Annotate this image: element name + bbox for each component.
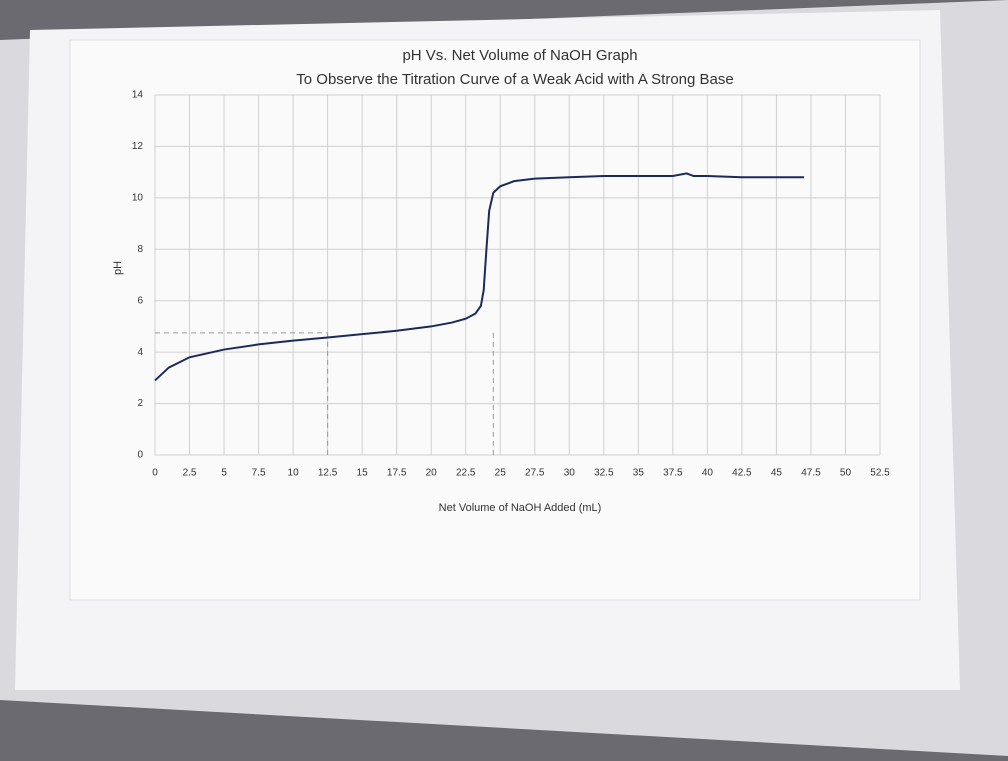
x-tick-label: 40 xyxy=(702,468,714,479)
x-tick-label: 20 xyxy=(426,468,438,479)
y-tick-label: 2 xyxy=(137,398,143,409)
y-axis-title: pH xyxy=(112,261,124,275)
data-line xyxy=(154,172,805,382)
x-tick-label: 42.5 xyxy=(732,468,752,479)
y-tick-label: 12 xyxy=(132,141,144,152)
x-tick-label: 2.5 xyxy=(183,468,197,479)
x-axis-title: Net Volume of NaOH Added (mL) xyxy=(439,502,602,514)
x-tick-label: 50 xyxy=(840,468,852,479)
x-tick-label: 15 xyxy=(357,468,369,479)
x-tick-label: 27.5 xyxy=(525,468,545,479)
y-tick-label: 14 xyxy=(132,90,144,101)
x-tick-label: 47.5 xyxy=(801,468,821,479)
x-tick-label: 5 xyxy=(221,468,227,479)
y-tick-label: 4 xyxy=(137,347,143,358)
x-tick-label: 30 xyxy=(564,468,576,479)
y-tick-label: 0 xyxy=(137,450,143,461)
x-tick-label: 32.5 xyxy=(594,468,614,479)
x-tick-label: 52.5 xyxy=(870,468,890,479)
x-tick-label: 45 xyxy=(771,468,783,479)
y-tick-label: 8 xyxy=(137,244,143,255)
chart-subtitle: To Observe the Titration Curve of a Weak… xyxy=(296,71,733,88)
x-tick-label: 37.5 xyxy=(663,468,683,479)
x-tick-label: 7.5 xyxy=(252,468,266,479)
x-tick-label: 0 xyxy=(152,468,158,479)
y-tick-label: 6 xyxy=(137,295,143,306)
x-tick-label: 12.5 xyxy=(318,468,338,479)
chart-title: pH Vs. Net Volume of NaOH Graph xyxy=(402,47,637,64)
x-tick-label: 25 xyxy=(495,468,507,479)
x-tick-label: 22.5 xyxy=(456,468,476,479)
x-tick-label: 17.5 xyxy=(387,468,407,479)
y-tick-label: 10 xyxy=(132,192,144,203)
x-tick-label: 35 xyxy=(633,468,645,479)
x-tick-label: 10 xyxy=(288,468,300,479)
chart-frame xyxy=(69,39,921,601)
